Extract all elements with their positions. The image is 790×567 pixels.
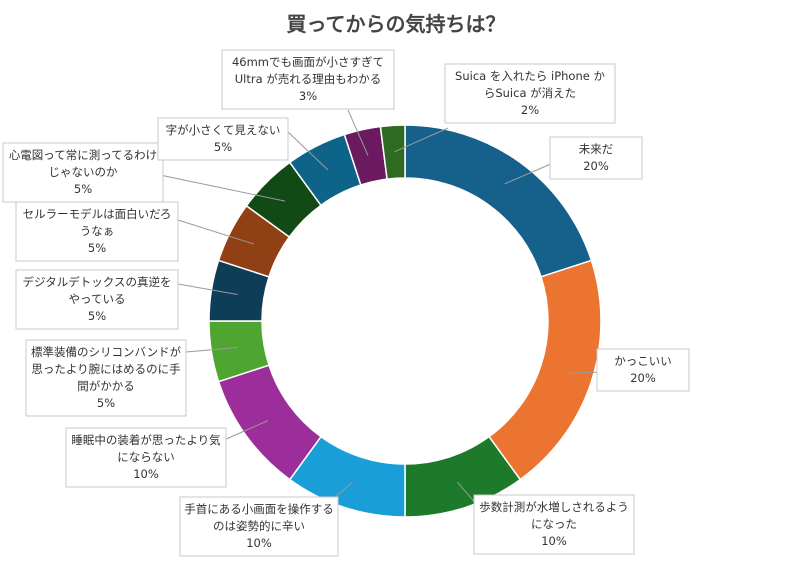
leader-line bbox=[394, 127, 449, 153]
donut-slice bbox=[488, 259, 602, 481]
leader-line bbox=[159, 174, 286, 202]
slice-label: 字が小さくて見えない bbox=[166, 123, 281, 137]
slice-label: Suica を入れたら iPhone か bbox=[455, 69, 605, 83]
slice-label: デジタルデトックスの真逆を bbox=[23, 275, 172, 289]
slice-label: にならない bbox=[117, 450, 175, 464]
slice-value-label: 10% bbox=[133, 467, 159, 481]
slice-label-box bbox=[25, 339, 187, 417]
slice-label: Ultra が売れる理由もわかる bbox=[235, 72, 382, 86]
slice-value-label: 20% bbox=[630, 371, 656, 385]
slice-label: のは姿勢的に辛い bbox=[213, 519, 305, 533]
slice-value-label: 5% bbox=[97, 396, 115, 410]
slice-label-box bbox=[444, 63, 616, 124]
slice-label: らSuica が消えた bbox=[484, 86, 576, 100]
slice-value-label: 5% bbox=[88, 241, 106, 255]
slices-group bbox=[208, 124, 602, 518]
slice-label-box bbox=[15, 269, 179, 330]
leader-line bbox=[177, 219, 255, 245]
slice-value-label: 5% bbox=[88, 309, 106, 323]
slice-value-label: 10% bbox=[246, 536, 272, 550]
slice-label-box bbox=[2, 142, 164, 203]
slice-label: 思ったより腕にはめるのに手 bbox=[31, 362, 180, 376]
slice-label: じゃないのか bbox=[49, 165, 118, 179]
slice-value-label: 20% bbox=[583, 159, 609, 173]
slice-label-box bbox=[549, 136, 643, 180]
slice-label: 間がかかる bbox=[77, 379, 135, 393]
slice-value-label: 10% bbox=[541, 534, 567, 548]
leader-line bbox=[177, 283, 238, 295]
slice-value-label: 5% bbox=[74, 182, 92, 196]
slice-label: かっこいい bbox=[614, 354, 672, 368]
leader-line bbox=[223, 420, 269, 441]
slice-label-box bbox=[596, 348, 690, 392]
slice-value-label: 5% bbox=[214, 140, 232, 154]
slice-label-box bbox=[179, 496, 339, 557]
slice-label-box bbox=[473, 494, 635, 555]
slice-label: 標準装備のシリコンバンドが bbox=[31, 345, 182, 359]
leader-line bbox=[287, 131, 329, 171]
slice-label: やっている bbox=[69, 292, 126, 306]
slice-label-box bbox=[15, 201, 179, 262]
slice-label: 未来だ bbox=[579, 142, 614, 156]
slice-label: 手首にある小画面を操作する bbox=[184, 502, 334, 516]
slice-label-box bbox=[65, 427, 227, 488]
slice-label: 心電図って常に測ってるわけ bbox=[9, 148, 157, 162]
slice-label: 歩数計測が水増しされるよう bbox=[479, 500, 629, 514]
slice-label-box bbox=[157, 117, 289, 161]
chart-title: 買ってからの気持ちは？ bbox=[287, 12, 506, 36]
donut-slice bbox=[379, 124, 406, 180]
slice-label: セルラーモデルは面白いだろ bbox=[23, 207, 172, 221]
slice-label: 46mmでも画面が小さすぎて bbox=[232, 55, 384, 69]
slice-label: 睡眠中の装着が思ったより気 bbox=[71, 433, 221, 447]
slice-value-label: 2% bbox=[521, 103, 539, 117]
slice-value-label: 3% bbox=[299, 89, 317, 103]
leader-line bbox=[185, 347, 238, 353]
leader-line bbox=[347, 109, 369, 156]
slice-label: うなぁ bbox=[80, 224, 115, 238]
slice-label: になった bbox=[531, 517, 577, 531]
slice-label-box bbox=[221, 49, 395, 110]
